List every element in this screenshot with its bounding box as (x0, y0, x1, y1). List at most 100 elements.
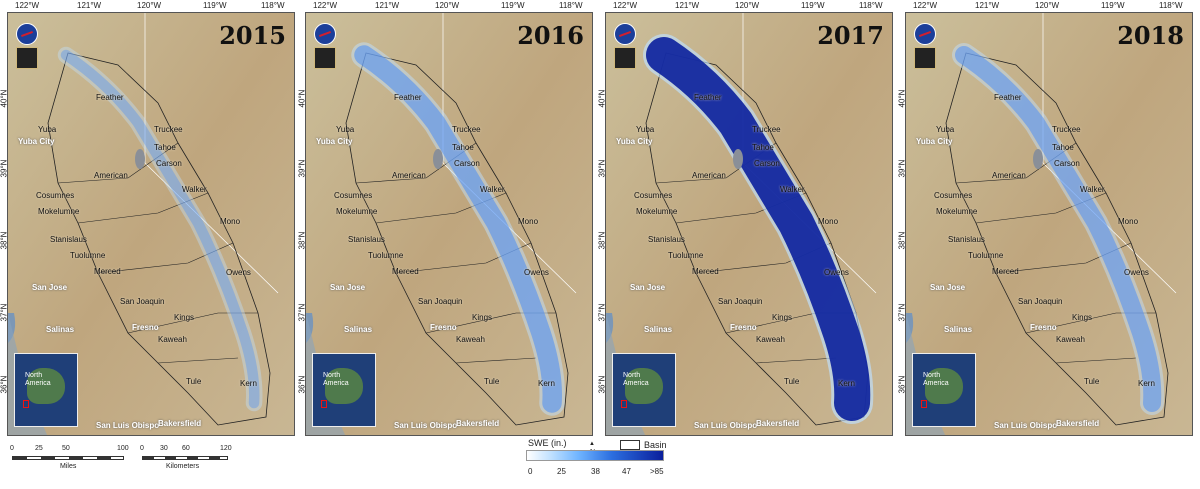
basin-label: Owens (824, 268, 849, 277)
scale-miles-25: 25 (35, 445, 43, 452)
lat-tick-label: 38°N (897, 231, 907, 250)
cu-logo-icon (914, 47, 936, 69)
nasa-logo-icon (314, 23, 336, 45)
basin-label: American (392, 171, 426, 180)
basin-label: Mokelumne (936, 207, 978, 216)
year-title: 2015 (219, 21, 286, 50)
lat-tick-label: 40°N (0, 89, 9, 108)
lat-tick-label: 37°N (0, 303, 9, 322)
city-label: Bakersfield (158, 419, 202, 428)
basin-label: Feather (96, 93, 124, 102)
map-panel-2015: 2015 Feather Yuba Truckee Tahoe Carson America… (7, 12, 295, 436)
lon-tick-label: 118°W (559, 1, 583, 10)
year-title: 2017 (817, 21, 884, 50)
basin-label: Tuolumne (668, 251, 704, 260)
lon-tick-label: 121°W (975, 1, 1000, 10)
basin-label: American (94, 171, 128, 180)
basin-legend-swatch (620, 440, 640, 450)
lat-tick-label: 37°N (297, 303, 307, 322)
basin-label: Carson (1054, 159, 1080, 168)
lat-tick-label: 38°N (597, 231, 607, 250)
basin-label: Mokelumne (636, 207, 678, 216)
city-label: Yuba City (916, 137, 953, 146)
basin-label: Stanislaus (348, 235, 385, 244)
basin-label: Merced (692, 267, 719, 276)
lat-tick-label: 40°N (597, 89, 607, 108)
basin-label: Truckee (752, 125, 781, 134)
lat-tick-label: 36°N (597, 375, 607, 394)
basin-label: Carson (754, 159, 780, 168)
basin-label: Kaweah (1056, 335, 1085, 344)
basin-label: Carson (454, 159, 480, 168)
lat-tick-label: 36°N (0, 375, 9, 394)
basin-label: Kaweah (756, 335, 785, 344)
basin-label: San Joaquin (1018, 297, 1063, 306)
basin-label: Mono (818, 217, 839, 226)
basin-label: Owens (1124, 268, 1149, 277)
city-label: Fresno (730, 323, 757, 332)
basin-label: Kaweah (456, 335, 485, 344)
basin-label: Tahoe (452, 143, 474, 152)
inset-north-america-map: North America (312, 353, 376, 427)
basin-label: Yuba (38, 125, 57, 134)
basin-label: Merced (992, 267, 1019, 276)
city-label: Salinas (944, 325, 973, 334)
cu-logo-icon (16, 47, 38, 69)
lon-tick-label: 119°W (801, 1, 825, 10)
city-label: Bakersfield (1056, 419, 1100, 428)
year-title: 2016 (517, 21, 584, 50)
legend-tick-38: 38 (591, 467, 600, 476)
lon-tick-label: 119°W (203, 1, 227, 10)
lon-tick-label: 120°W (735, 1, 760, 10)
scale-km-120: 120 (220, 445, 232, 452)
year-title: 2018 (1117, 21, 1184, 50)
basin-label: Mono (220, 217, 241, 226)
map-panel-2016: 2016 Feather Yuba Truckee Tahoe Carson America… (305, 12, 593, 436)
legend-tick-85: >85 (650, 467, 664, 476)
basin-label: Walker (1080, 185, 1105, 194)
nasa-logo-icon (16, 23, 38, 45)
basin-label: Feather (694, 93, 722, 102)
city-label: Salinas (46, 325, 75, 334)
lon-tick-label: 121°W (77, 1, 102, 10)
inset-north-america-map: North America (912, 353, 976, 427)
inset-north-america-map: North America (14, 353, 78, 427)
lon-tick-label: 118°W (859, 1, 883, 10)
scale-km-0: 0 (140, 445, 144, 452)
city-label: Salinas (344, 325, 373, 334)
basin-label: Tule (484, 377, 500, 386)
basin-label: Truckee (1052, 125, 1081, 134)
lat-tick-label: 40°N (297, 89, 307, 108)
lat-tick-label: 38°N (297, 231, 307, 250)
north-arrow-icon: ▲ (589, 441, 595, 447)
lon-tick-label: 122°W (913, 1, 938, 10)
lat-tick-label: 37°N (897, 303, 907, 322)
scale-bar-miles (12, 456, 124, 460)
basin-label: Merced (392, 267, 419, 276)
basin-label: San Joaquin (120, 297, 165, 306)
basin-label: Mono (1118, 217, 1139, 226)
swe-color-ramp (526, 450, 664, 461)
basin-label: Cosumnes (634, 191, 673, 200)
basin-label: Tuolumne (70, 251, 106, 260)
basin-label: Carson (156, 159, 182, 168)
basin-label: San Joaquin (418, 297, 463, 306)
lon-tick-label: 118°W (1159, 1, 1183, 10)
scale-km-60: 60 (182, 445, 190, 452)
scale-miles-label: Miles (60, 463, 77, 470)
basin-label: Mokelumne (336, 207, 378, 216)
city-label: San Jose (930, 283, 966, 292)
lon-tick-label: 122°W (313, 1, 338, 10)
scale-miles-100: 100 (117, 445, 129, 452)
basin-label: Walker (480, 185, 505, 194)
basin-label: Walker (182, 185, 207, 194)
city-label: San Jose (32, 283, 68, 292)
lon-tick-label: 121°W (375, 1, 400, 10)
basin-label: Stanislaus (948, 235, 985, 244)
city-label: Yuba City (18, 137, 55, 146)
legend-tick-47: 47 (622, 467, 631, 476)
lon-tick-label: 120°W (435, 1, 460, 10)
basin-label: Kern (838, 379, 855, 388)
basin-label: Kaweah (158, 335, 187, 344)
lat-tick-label: 36°N (897, 375, 907, 394)
